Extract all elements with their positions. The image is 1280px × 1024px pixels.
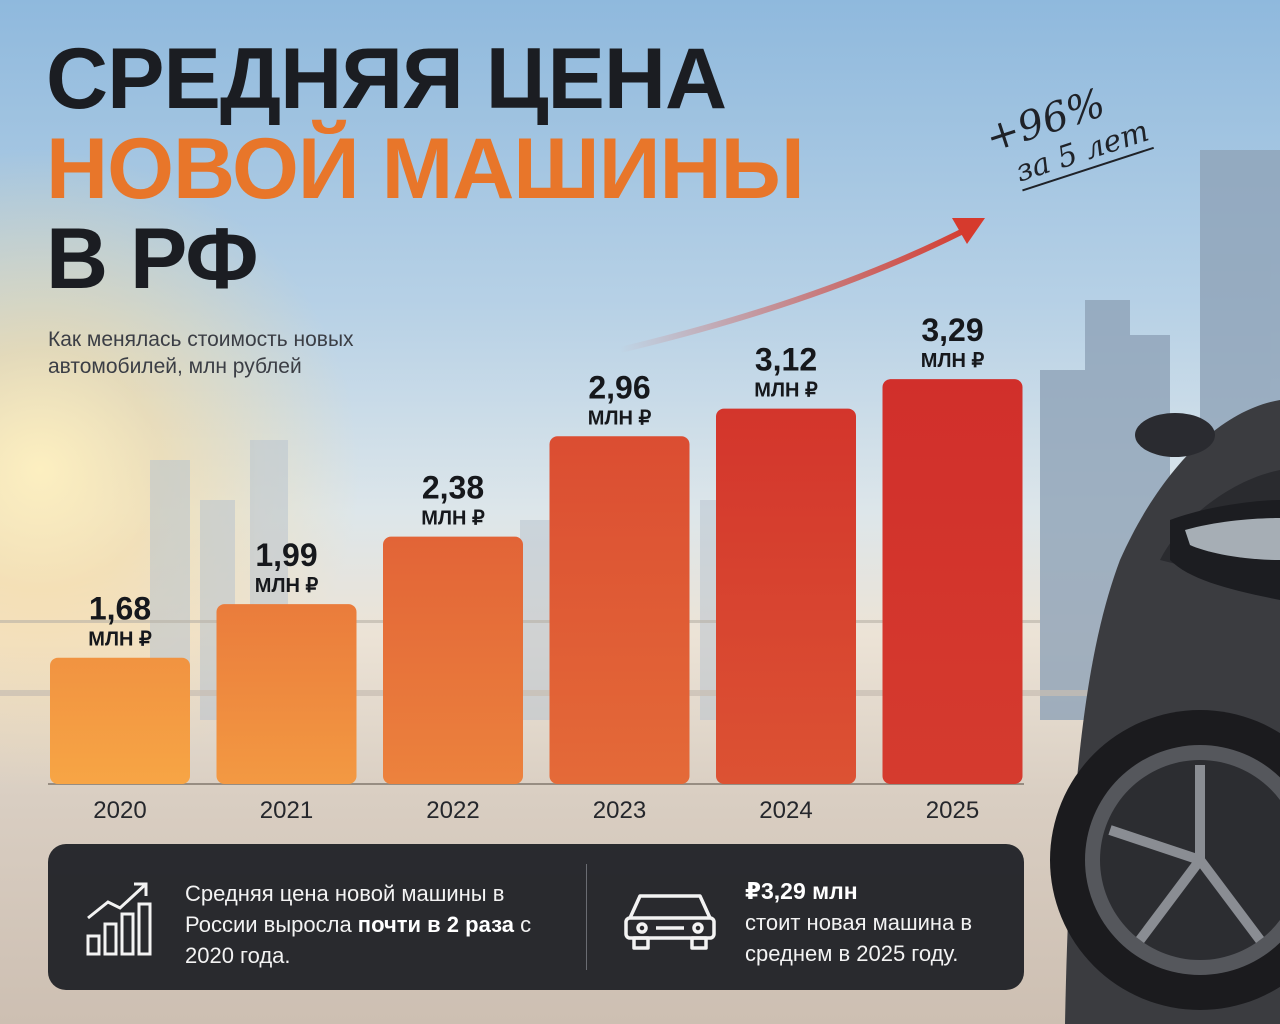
info-right-caption: стоит новая машина в среднем в 2025 году… xyxy=(745,910,973,966)
info-left-text: Средняя цена новой машины в России вырос… xyxy=(185,878,565,971)
chart-subtitle: Как менялась стоимость новых автомобилей… xyxy=(48,328,354,378)
value-label-2024: 3,12 xyxy=(755,342,817,378)
bar-2020 xyxy=(50,657,190,784)
unit-label-2020: МЛН ₽ xyxy=(88,629,152,651)
category-label-2025: 2025 xyxy=(926,797,979,824)
category-label-2020: 2020 xyxy=(93,797,146,824)
value-label-2022: 2,38 xyxy=(422,470,484,506)
value-label-2025: 3,29 xyxy=(921,312,983,348)
unit-label-2021: МЛН ₽ xyxy=(255,575,319,597)
bar-2024 xyxy=(716,408,856,784)
category-label-2022: 2022 xyxy=(426,797,479,824)
info-right-value: ₽3,29 млн xyxy=(745,878,858,904)
unit-label-2025: МЛН ₽ xyxy=(921,350,985,372)
info-left-text-bold: почти в 2 раза xyxy=(357,912,514,937)
growth-arrow-head xyxy=(952,218,985,244)
title-line-2: НОВОЙ МАШИНЫ xyxy=(46,121,805,217)
bar-2022 xyxy=(383,536,523,784)
page-title: СРЕДНЯЯ ЦЕНА НОВОЙ МАШИНЫ В РФ xyxy=(46,31,805,307)
value-label-2020: 1,68 xyxy=(89,591,151,627)
growth-arrow xyxy=(617,222,978,353)
info-right-text: ₽3,29 млн стоит новая машина в среднем в… xyxy=(745,876,1015,969)
bar-2021 xyxy=(216,604,357,784)
category-label-2024: 2024 xyxy=(759,797,812,824)
category-label-2023: 2023 xyxy=(593,797,646,824)
info-left-text-end: с 2020 года. xyxy=(185,912,532,968)
info-panel: Средняя цена новой машины в России вырос… xyxy=(48,844,1024,990)
info-divider xyxy=(586,864,587,970)
title-line-1: СРЕДНЯЯ ЦЕНА xyxy=(46,31,727,127)
category-label-2021: 2021 xyxy=(260,797,313,824)
info-left-text-start: Средняя цена новой машины в России вырос… xyxy=(185,881,505,937)
bar-2025 xyxy=(882,379,1023,784)
value-label-2023: 2,96 xyxy=(588,369,650,405)
unit-label-2024: МЛН ₽ xyxy=(754,380,818,402)
unit-label-2023: МЛН ₽ xyxy=(588,407,652,429)
unit-label-2022: МЛН ₽ xyxy=(421,508,485,530)
title-line-3: В РФ xyxy=(46,211,259,307)
bar-2023 xyxy=(549,436,690,784)
car-icon xyxy=(624,894,716,950)
growth-chart-icon xyxy=(86,882,152,956)
value-label-2021: 1,99 xyxy=(255,537,317,573)
